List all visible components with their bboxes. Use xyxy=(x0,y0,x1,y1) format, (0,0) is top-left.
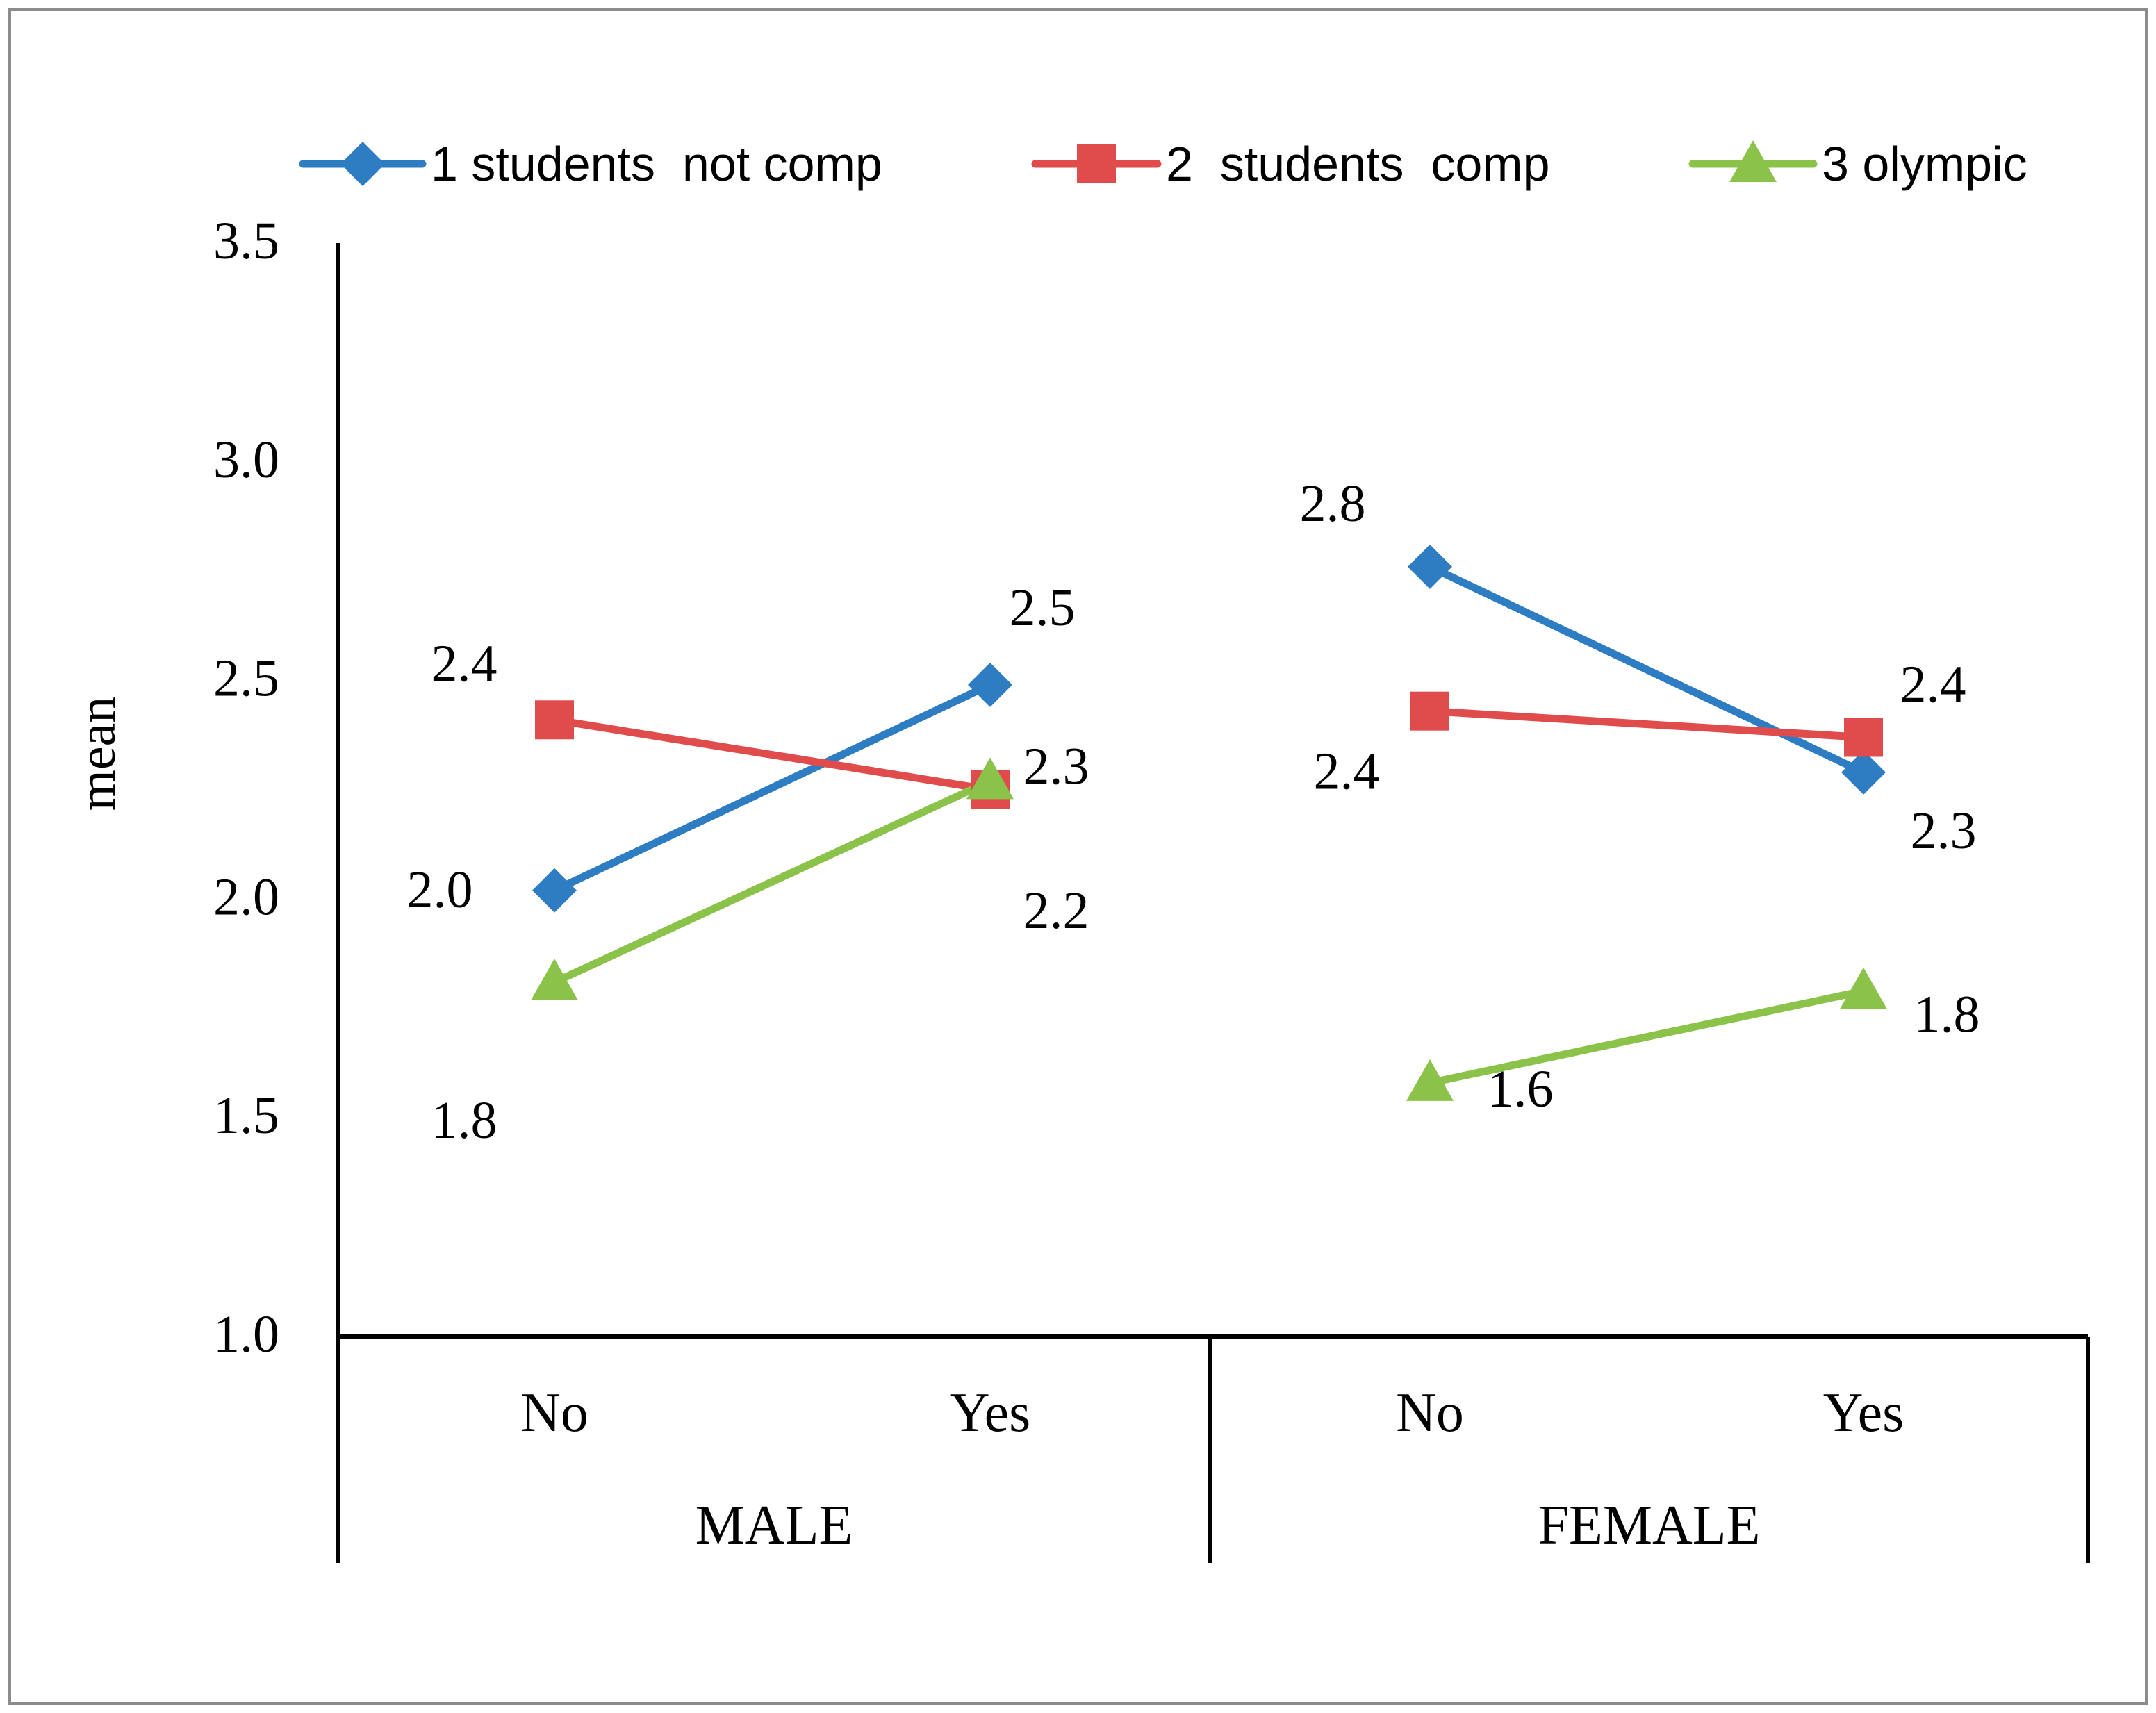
series-2-point-female-yes xyxy=(1844,718,1883,757)
series-3-data-label: 1.6 xyxy=(1488,1060,1554,1118)
series-2-line-male xyxy=(550,715,994,794)
series-2-point-female-no xyxy=(1410,691,1449,731)
x-tick-label: No xyxy=(1396,1382,1464,1443)
legend-item-1: 1 students not comp xyxy=(299,137,882,191)
y-tick-label: 2.5 xyxy=(213,649,279,708)
series-lines xyxy=(550,563,1868,1087)
legend-item-2: 2 students comp xyxy=(1031,137,1550,191)
series-3-point-male-yes xyxy=(966,757,1014,800)
y-axis-title: mean xyxy=(68,697,126,811)
legend-item-3: 3 olympic xyxy=(1688,137,2027,191)
series-3-data-label: 1.8 xyxy=(431,1091,497,1150)
series-2-data-label: 2.2 xyxy=(1023,882,1089,940)
x-tick-label: Yes xyxy=(1823,1382,1904,1443)
legend-label: 1 students not comp xyxy=(431,137,882,191)
series-1-point-female-no xyxy=(1408,544,1452,589)
group-label-male: MALE xyxy=(696,1495,853,1556)
series-1-data-label: 2.8 xyxy=(1300,474,1366,533)
series-1-point-male-yes xyxy=(968,662,1012,707)
series-1-data-label: 2.3 xyxy=(1911,802,1977,860)
series-3-point-female-yes xyxy=(1840,967,1887,1009)
y-tick-label: 1.5 xyxy=(213,1086,279,1145)
legend-marker-square xyxy=(1077,144,1116,183)
series-3-line-male xyxy=(550,777,994,986)
series-1-data-label: 2.5 xyxy=(1010,579,1076,637)
legend-label: 2 students comp xyxy=(1166,137,1550,191)
series-1-point-female-yes xyxy=(1841,750,1886,795)
data-labels: 2.0 2.5 2.8 2.3 2.4 2.2 2.4 2.4 1.8 2.3 1.6 1.8 xyxy=(407,474,1980,1150)
y-tick-label: 1.0 xyxy=(213,1305,279,1364)
series-2-data-label: 2.4 xyxy=(1314,743,1380,801)
series-1-point-male-no xyxy=(532,868,577,913)
series-2-data-label: 2.4 xyxy=(431,634,497,693)
legend-marker-triangle xyxy=(1729,140,1777,182)
legend: 1 students not comp 2 students comp 3 olym… xyxy=(299,137,2027,191)
chart-border xyxy=(8,8,2148,1705)
axes: 1.0 1.5 2.0 2.5 3.0 3.5 mean No Yes MALE No Yes FEMA… xyxy=(68,212,2090,1563)
series-3-line-female xyxy=(1426,987,1868,1087)
series-3-data-label: 1.8 xyxy=(1914,986,1980,1044)
series-2-point-male-no xyxy=(535,700,574,740)
series-1-line-female xyxy=(1426,563,1868,777)
x-tick-label: No xyxy=(520,1382,589,1443)
series-2-line-female xyxy=(1426,707,1868,741)
series-2-data-label: 2.4 xyxy=(1900,655,1966,713)
x-tick-label: Yes xyxy=(950,1382,1030,1443)
series-3-data-label: 2.3 xyxy=(1023,737,1089,795)
legend-marker-diamond xyxy=(340,142,385,186)
group-label-female: FEMALE xyxy=(1538,1495,1761,1556)
series-3-point-male-no xyxy=(531,959,578,1001)
series-1-line-male xyxy=(550,681,994,895)
legend-label: 3 olympic xyxy=(1822,137,2027,191)
series-markers xyxy=(531,544,1887,1101)
series-3-point-female-no xyxy=(1406,1059,1454,1101)
y-tick-label: 2.0 xyxy=(213,868,279,926)
series-1-data-label: 2.0 xyxy=(407,861,473,919)
y-tick-label: 3.0 xyxy=(213,431,279,489)
y-tick-label: 3.5 xyxy=(213,212,279,270)
